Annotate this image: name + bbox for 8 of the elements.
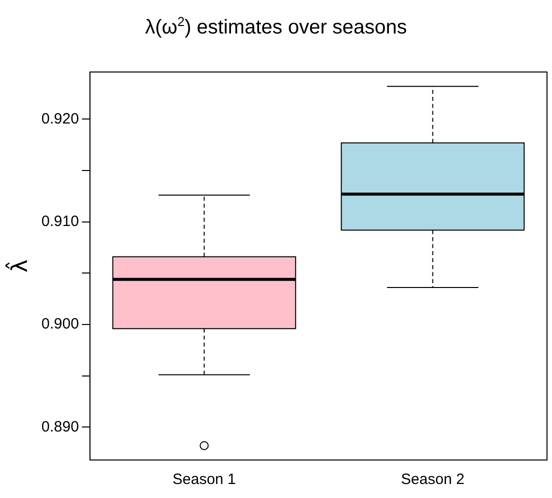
y-tick-label: 0.920 (41, 110, 79, 128)
y-tick-label: 0.910 (41, 213, 79, 230)
y-axis-title: λ̂ (4, 259, 33, 273)
y-tick-label: 0.890 (41, 418, 79, 436)
x-tick-label: Season 1 (172, 471, 236, 488)
x-tick-label: Season 2 (401, 471, 464, 488)
y-tick-label: 0.900 (41, 316, 79, 333)
chart-title: λ(ω$^{2}$) estimates over seasons (144, 14, 408, 40)
